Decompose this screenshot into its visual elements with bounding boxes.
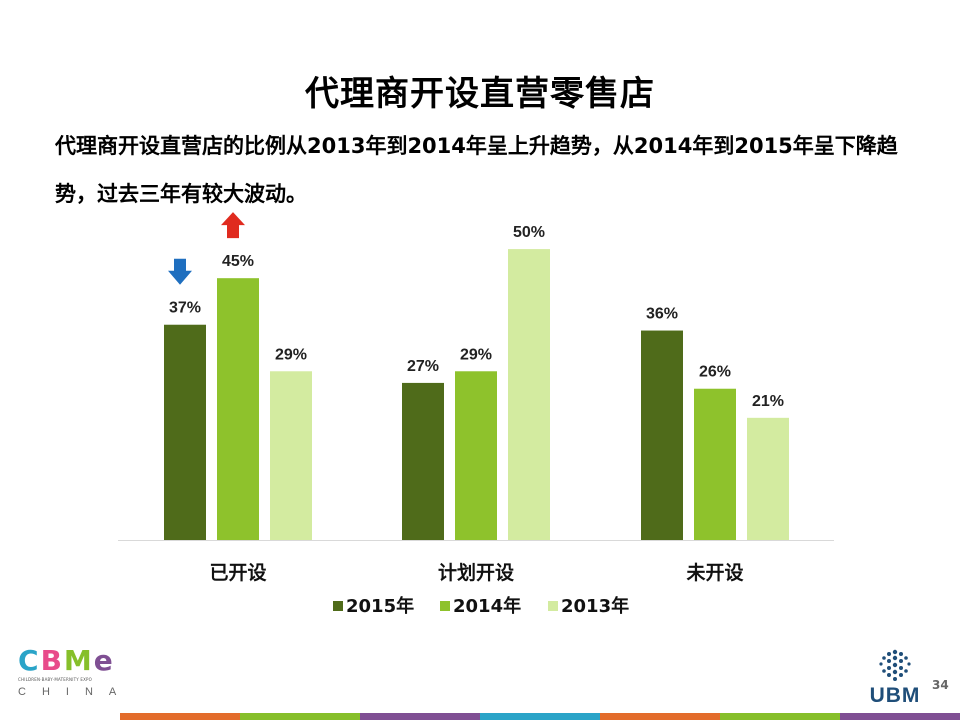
page-number: 34 — [932, 678, 949, 692]
bottom-color-bar — [120, 713, 960, 720]
cbme-logo-china: CHINA — [18, 686, 133, 698]
legend-swatch — [440, 601, 450, 611]
ubm-logo-text: UBM — [869, 684, 921, 707]
bar — [402, 382, 444, 540]
data-label: 29% — [460, 346, 492, 363]
cbme-logo-letter: e — [93, 644, 113, 677]
cbme-logo-letter: C — [18, 644, 39, 677]
legend-swatch — [548, 601, 558, 611]
cbme-logo-letter: M — [63, 644, 92, 677]
bar — [270, 371, 312, 540]
category-label: 已开设 — [209, 562, 266, 584]
bottom-bar-segment — [600, 713, 720, 720]
bar — [641, 330, 683, 540]
data-label: 45% — [222, 253, 254, 270]
bottom-bar-segment — [120, 713, 240, 720]
bar — [164, 324, 206, 540]
ubm-logo: UBM — [864, 648, 926, 708]
data-label: 27% — [407, 358, 439, 375]
slide-title: 代理商开设直营零售店 — [305, 74, 655, 114]
bottom-bar-segment — [720, 713, 840, 720]
category-label: 未开设 — [685, 561, 743, 584]
bar — [694, 388, 736, 540]
legend-swatch — [333, 601, 343, 611]
down-arrow-icon — [168, 258, 192, 285]
data-label: 29% — [275, 346, 307, 363]
bottom-bar-segment — [840, 713, 960, 720]
category-label: 计划开设 — [438, 561, 514, 584]
bottom-bar-segment — [240, 713, 360, 720]
cbme-logo-letter: B — [40, 644, 62, 677]
data-label: 50% — [513, 224, 545, 241]
legend-label: 2013年 — [561, 595, 629, 617]
data-label: 21% — [752, 393, 784, 410]
bar — [217, 278, 259, 540]
cbme-logo-tagline: CHILDREN·BABY·MATERNITY EXPO — [18, 677, 92, 682]
slide-subtitle: 代理商开设直营店的比例从2013年到2014年呈上升趋势，从2014年到2015… — [55, 134, 898, 206]
bar-chart: 37% 45% 29% 已开设 27% 29% 50% 计划开设 36% 26% 21% 未开设 201… — [118, 212, 834, 617]
up-arrow-icon — [221, 212, 245, 239]
bar — [747, 417, 789, 540]
data-label: 36% — [646, 306, 678, 323]
data-label: 26% — [699, 364, 731, 381]
ubm-globe-icon — [879, 649, 911, 681]
bar — [508, 249, 550, 540]
bar — [455, 371, 497, 540]
legend-label: 2014年 — [453, 595, 521, 617]
legend-label: 2015年 — [346, 595, 414, 617]
bottom-bar-segment — [480, 713, 600, 720]
bottom-bar-segment — [360, 713, 480, 720]
data-label: 37% — [169, 300, 201, 317]
